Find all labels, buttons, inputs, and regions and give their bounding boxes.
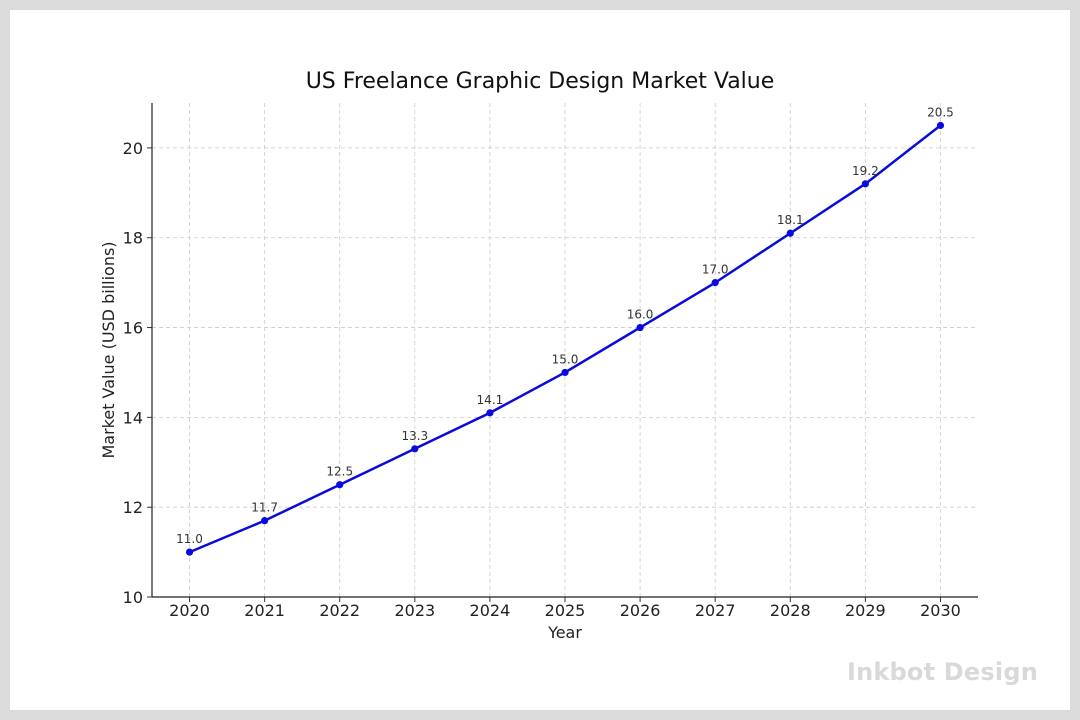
x-tick-label: 2020 (169, 601, 210, 620)
grid-lines (152, 103, 978, 598)
x-tick-label: 2021 (244, 601, 285, 620)
data-point (411, 445, 419, 453)
tick-labels: 2020 2021 2022 2023 2024 2025 2026 2027 2028 2029… (123, 139, 961, 620)
data-point (486, 409, 494, 417)
x-tick-label: 2029 (845, 601, 886, 620)
y-tick-label: 20 (123, 139, 143, 158)
data-labels: 11.0 11.7 12.5 13.3 14.1 15.0 16.0 17.0 18.1 19.2… (176, 105, 954, 546)
data-point (561, 368, 569, 377)
x-tick-label: 2027 (695, 601, 736, 620)
data-value-label: 20.5 (927, 105, 954, 119)
data-value-label: 16.0 (627, 308, 654, 322)
x-tick-label: 2022 (319, 601, 360, 620)
data-value-label: 12.5 (326, 465, 353, 479)
y-tick-label: 16 (123, 319, 143, 338)
data-point (786, 229, 794, 237)
data-point (261, 517, 269, 525)
y-tick-label: 12 (123, 498, 143, 517)
watermark-logo: Inkbot Design (846, 658, 1038, 686)
chart-frame (10, 10, 1070, 710)
data-point (185, 548, 194, 556)
data-value-label: 15.0 (552, 352, 579, 366)
data-point (936, 121, 945, 130)
data-value-label: 13.3 (401, 429, 428, 443)
data-value-label: 11.7 (251, 501, 278, 515)
data-point (711, 279, 719, 287)
data-point (636, 323, 644, 332)
data-value-label: 19.2 (852, 164, 879, 178)
x-tick-label: 2030 (920, 601, 961, 620)
y-tick-label: 14 (123, 408, 143, 427)
x-tick-label: 2024 (470, 601, 511, 620)
data-point (861, 180, 869, 188)
y-tick-label: 10 (123, 588, 143, 607)
x-axis-label: Year (547, 623, 582, 642)
x-tick-label: 2026 (620, 601, 661, 620)
data-point (336, 481, 344, 489)
x-tick-label: 2028 (770, 601, 811, 620)
data-value-label: 11.0 (176, 532, 203, 546)
data-value-label: 18.1 (777, 213, 804, 227)
y-axis-label: Market Value (USD billions) (99, 241, 118, 458)
chart-title: US Freelance Graphic Design Market Value (306, 69, 775, 94)
data-value-label: 17.0 (702, 263, 729, 277)
x-tick-label: 2023 (394, 601, 435, 620)
x-tick-label: 2025 (545, 601, 586, 620)
data-series (185, 121, 945, 556)
axes (147, 103, 978, 602)
y-tick-label: 18 (123, 229, 143, 248)
data-value-label: 14.1 (477, 393, 504, 407)
